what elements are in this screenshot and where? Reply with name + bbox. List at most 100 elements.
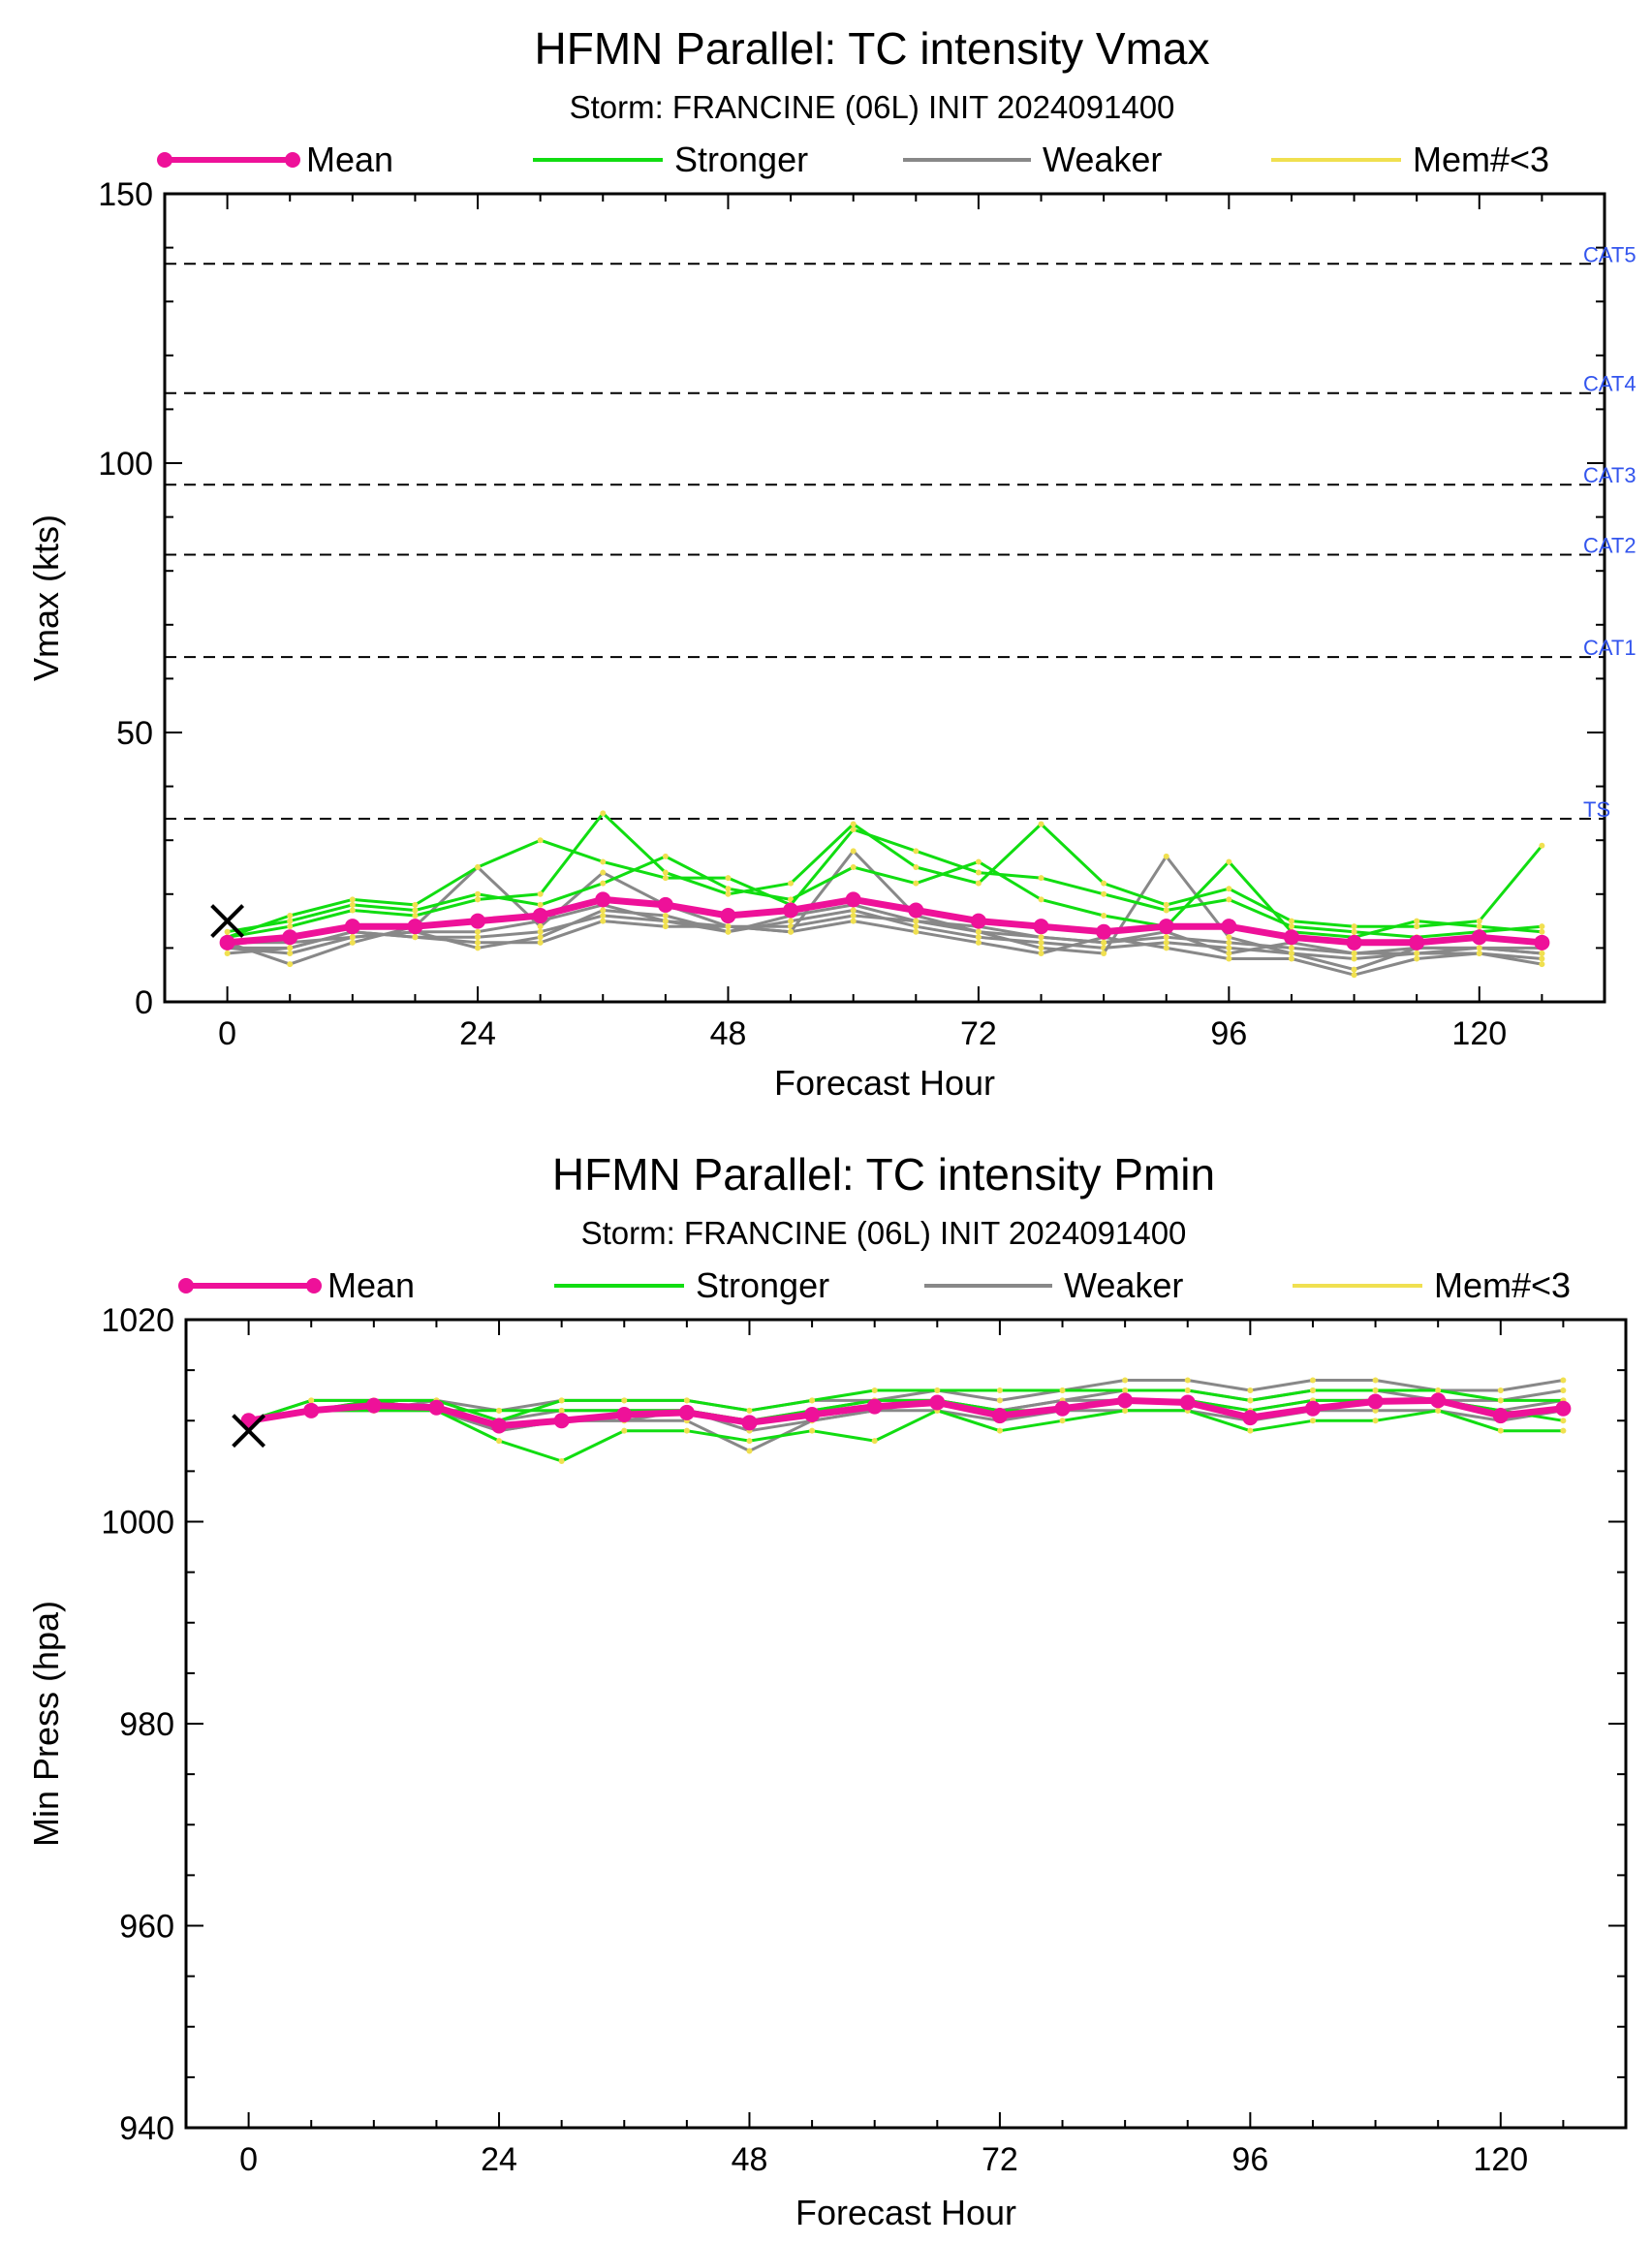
stronger-member-line-point	[662, 853, 669, 859]
stronger-member-line	[248, 1398, 1564, 1422]
mean-line-point	[1033, 919, 1049, 935]
reference-line-label: CAT4	[1583, 372, 1636, 396]
stronger-member-line-point	[1038, 821, 1044, 827]
stronger-member-line-point	[850, 826, 857, 833]
mean-line-point	[657, 896, 673, 913]
weaker-member-line-point	[788, 928, 795, 935]
weaker-member-line	[227, 919, 1543, 977]
weaker-member-line-point	[1372, 1377, 1379, 1384]
weaker-member-line-point	[850, 918, 857, 924]
stronger-member-line-point	[1414, 923, 1420, 930]
weaker-member-line-point	[975, 939, 982, 946]
stronger-member-line-point	[975, 858, 982, 865]
legend-mean-marker	[178, 1278, 194, 1293]
stronger-member-line-point	[850, 864, 857, 870]
weaker-member-line-point	[975, 934, 982, 941]
y-tick-label: 960	[119, 1909, 174, 1946]
stronger-member-line-point	[537, 837, 544, 844]
weaker-member-line-point	[975, 928, 982, 935]
pmin-plot-frame	[184, 1318, 1628, 2130]
vmax-x-axis-label: Forecast Hour	[774, 1063, 995, 1103]
stronger-member-line-point	[537, 901, 544, 908]
stronger-member-line-point	[1101, 890, 1107, 897]
stronger-member-line-point	[1309, 1387, 1316, 1393]
weaker-member-line-point	[475, 928, 482, 935]
weaker-member-line-point	[537, 923, 544, 930]
weaker-member-line-point	[600, 907, 607, 914]
stronger-member-line-point	[683, 1427, 690, 1434]
stronger-member-line-point	[558, 1407, 565, 1414]
weaker-member-line-point	[746, 1448, 753, 1454]
weaker-member-line-point	[725, 923, 732, 930]
reference-line-label: CAT2	[1583, 534, 1636, 558]
mean-line-point	[866, 1398, 883, 1415]
weaker-member-line-point	[662, 918, 669, 924]
weaker-member-line-point	[224, 950, 231, 956]
mean-line-point	[908, 902, 924, 919]
mean-line-point	[1471, 929, 1487, 946]
stronger-member-line-point	[1497, 1397, 1504, 1404]
mean-line-point	[491, 1418, 508, 1434]
x-tick-label: 24	[459, 1015, 496, 1052]
mean-line-point	[553, 1413, 570, 1429]
stronger-member-line-point	[1351, 923, 1357, 930]
weaker-member-line-point	[1122, 1377, 1129, 1384]
weaker-member-line-point	[600, 918, 607, 924]
weaker-member-line-point	[537, 939, 544, 946]
initial-obs-marker	[232, 1414, 266, 1449]
weaker-member-line	[227, 849, 1543, 972]
weaker-member-line-point	[1163, 939, 1169, 946]
mean-line-point	[1346, 934, 1362, 951]
stronger-member-line-point	[600, 810, 607, 817]
stronger-member-line-point	[934, 1387, 941, 1393]
stronger-member-line-point	[412, 901, 419, 908]
weaker-member-line-point	[1226, 934, 1232, 941]
stronger-member-line-point	[1414, 918, 1420, 924]
stronger-member-line-point	[1122, 1387, 1129, 1393]
weaker-member-line-point	[412, 934, 419, 941]
x-tick-label: 96	[1231, 2141, 1268, 2178]
mean-line-point	[678, 1404, 695, 1420]
stronger-member-line-point	[1539, 923, 1545, 930]
weaker-member-line	[227, 903, 1543, 955]
stronger-member-line-point	[662, 875, 669, 882]
stronger-member-line-point	[913, 880, 920, 887]
stronger-member-line-point	[662, 869, 669, 876]
reference-line-label: CAT1	[1583, 636, 1636, 660]
weaker-member-line-point	[475, 945, 482, 951]
vmax-series	[219, 810, 1550, 979]
stronger-member-line-point	[1163, 907, 1169, 914]
x-tick-label: 24	[481, 2141, 517, 2178]
stronger-member-line-point	[1539, 842, 1545, 849]
mean-line-point	[845, 891, 861, 908]
stronger-member-line-point	[871, 1438, 878, 1445]
vmax-initial-observation	[210, 904, 245, 939]
stronger-member-line-point	[746, 1407, 753, 1414]
stronger-member-line-point	[1226, 886, 1232, 892]
mean-line-point	[1242, 1410, 1259, 1426]
mean-line-point	[1179, 1394, 1196, 1411]
weaker-member-line-point	[1560, 1387, 1567, 1393]
weaker-member-line-point	[1351, 950, 1357, 956]
x-tick-label: 0	[218, 1015, 236, 1052]
stronger-member-line-point	[975, 880, 982, 887]
stronger-member-line-point	[1435, 1407, 1442, 1414]
weaker-member-line-point	[1309, 1377, 1316, 1384]
stronger-member-line-point	[496, 1438, 503, 1445]
weaker-member-line-point	[1038, 939, 1044, 946]
mean-line	[227, 895, 1543, 947]
weaker-member-line-point	[1539, 955, 1545, 962]
stronger-member-line-point	[1560, 1418, 1567, 1424]
y-tick-label: 50	[116, 715, 153, 752]
stronger-member-line-point	[725, 875, 732, 882]
mean-line-point	[1367, 1393, 1384, 1410]
y-tick-label: 940	[119, 2110, 174, 2147]
weaker-member-line-point	[1163, 853, 1169, 859]
y-tick-label: 980	[119, 1706, 174, 1743]
y-tick-label: 0	[135, 984, 153, 1021]
stronger-member-line-point	[287, 913, 294, 919]
x-tick-label: 48	[732, 2141, 768, 2178]
reference-line-label: CAT5	[1583, 242, 1636, 266]
reference-line-label: TS	[1583, 797, 1610, 822]
